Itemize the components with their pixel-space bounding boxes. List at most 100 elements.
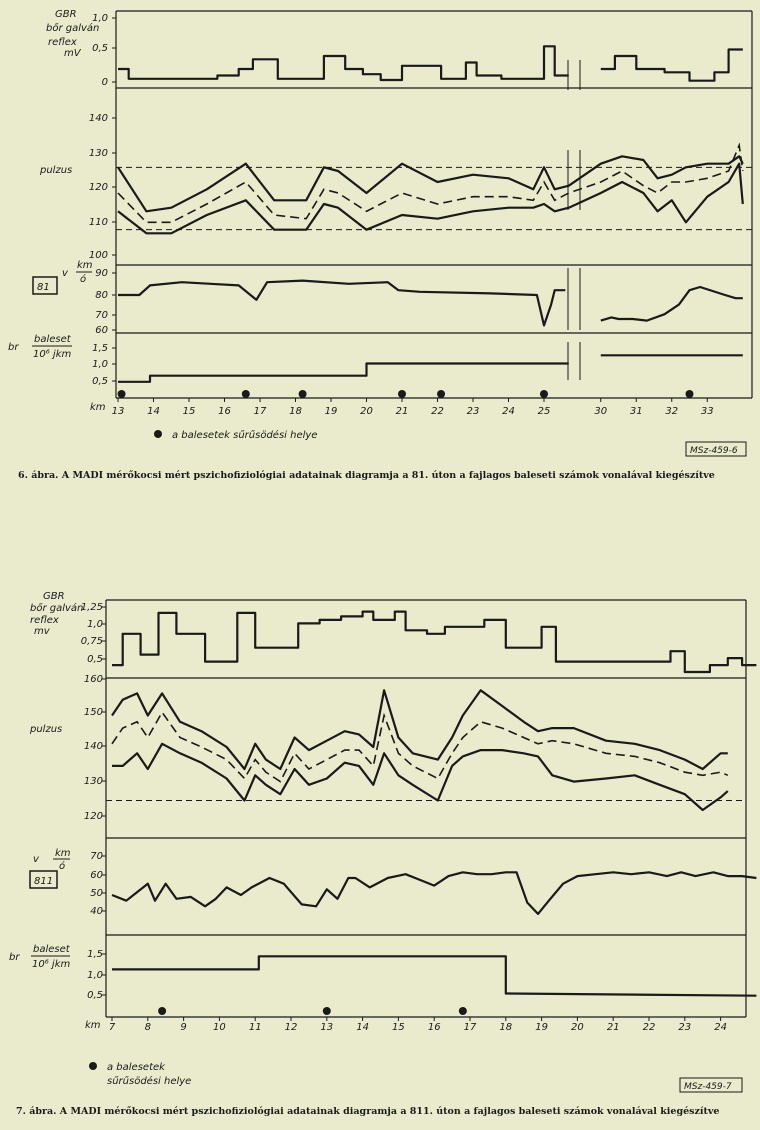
x-tick-label: 17 [464,1022,477,1033]
road-badge: 81 [37,282,50,293]
x-tick-label: 12 [285,1022,298,1033]
gbr-y-tick: 0,5 [92,43,108,54]
pulse-y-tick: 110 [89,217,108,228]
figure-6: GBR bőr galván reflex mV pulzus 81 v km … [8,9,753,481]
figure-caption: 6. ábra. A MADI mérőkocsi mért pszichofi… [18,470,715,481]
gbr-series-line [118,45,569,82]
legend-dot-icon [154,430,162,438]
gbr-subtitle-2: reflex [30,615,59,626]
figure-stamp: MSz-459-6 [690,446,738,456]
accident-dot [117,390,126,398]
pulse-y-tick: 130 [84,776,103,787]
speed-unit-num: km [55,848,71,859]
speed-label: v [62,268,69,279]
br-y-tick: 1,0 [87,970,103,981]
x-tick-label: 30 [594,406,607,417]
pulse-y-tick: 140 [89,113,108,124]
br-series-line [112,955,757,997]
x-tick-label: 14 [356,1022,369,1033]
pulse-y-tick: 150 [84,707,103,718]
legend-text-line-1: a balesetek [107,1062,166,1073]
speed-y-tick: 50 [90,888,103,899]
br-unit-num: baleset [34,334,72,345]
x-tick-label: 15 [392,1022,405,1033]
x-tick-label: 14 [147,406,160,417]
pulse-label: pulzus [29,724,62,735]
legend-text-line-2: sűrűsödési helye [107,1075,191,1087]
x-tick-label: 23 [678,1022,691,1033]
x-tick-label: 19 [535,1022,548,1033]
x-tick-label: 21 [396,406,409,417]
pulse-y-tick: 100 [89,250,108,261]
br-unit-den: 10⁶ jkm [32,959,70,970]
br-label: br [9,952,20,963]
accident-dot [298,390,307,398]
gbr-title: GBR [43,591,65,602]
x-tick-label: 20 [360,406,373,417]
gbr-y-tick: 1,0 [92,13,108,24]
accident-dot [398,390,406,398]
speed-y-tick: 40 [90,906,103,917]
br-unit-den: 10⁶ jkm [33,349,71,360]
gbr-subtitle-2: reflex [48,37,77,48]
legend-dot-icon [89,1062,97,1070]
br-series-line [118,362,569,383]
x-tick-label: 31 [630,406,643,417]
x-tick-label: 22 [431,406,444,417]
pulse-upper-line [111,689,728,771]
x-tick-label: 13 [112,406,125,417]
gbr-y-tick: 0,5 [87,654,103,665]
x-tick-label: 33 [701,406,714,417]
gbr-series-line [600,48,743,82]
speed-y-tick: 80 [95,290,108,301]
x-tick-label: 20 [571,1022,584,1033]
figure-stamp-frame [679,1077,743,1093]
pulse-label: pulzus [39,165,72,176]
accident-dot [540,390,548,398]
figure-7: GBR bőr galván reflex mv pulzus v km ó 8… [9,591,757,1117]
pulse-y-tick: 160 [84,674,103,685]
figure-stamp: MSz-459-7 [684,1082,732,1092]
gbr-series-line [112,610,757,674]
br-label: br [8,342,19,353]
km-label: km [90,402,106,413]
speed-y-tick: 70 [95,310,108,321]
gbr-subtitle-1: bőr galván [30,602,83,614]
pulse-upper-line [117,155,744,213]
speed-series-line [118,279,566,327]
gbr-unit: mV [64,48,82,59]
accident-dot [158,1007,167,1015]
speed-series-line [111,871,757,916]
x-tick-label: 24 [502,406,515,417]
speed-unit-den: ó [80,273,86,285]
x-tick-label: 21 [607,1022,620,1033]
figure-6-plot: 1,0 0,5 0 140 130 120 110 100 90 80 70 60 1,5 1,0 0,5 1… [89,10,753,417]
speed-label: v [33,854,40,865]
accident-dot [241,390,250,398]
figure-7-plot: 1,25 1,0 0,75 0,5 160 150 140 130 120 70 60 50 40 1,5… [81,599,757,1033]
figure-stamp-frame [685,441,747,457]
br-y-tick: 1,5 [87,949,103,960]
speed-y-tick: 70 [90,851,103,862]
x-tick-label: 9 [180,1022,186,1033]
speed-unit-den: ó [59,860,65,872]
x-tick-label: 10 [213,1022,226,1033]
legend-text: a balesetek sűrűsödési helye [172,429,317,441]
gbr-y-tick: 1,25 [81,602,103,613]
pulse-mean-line [111,710,729,783]
pulse-lower-line [112,742,729,812]
gbr-y-tick: 0,75 [81,636,103,647]
road-badge-frame [29,870,58,889]
speed-series-line [600,285,743,322]
x-tick-label: 17 [254,406,267,417]
accident-dot [322,1007,331,1015]
br-unit-num: baleset [33,944,71,955]
speed-unit-num: km [77,260,93,271]
pulse-y-tick: 120 [89,182,108,193]
road-badge-frame [32,276,58,295]
accident-dot [437,390,446,398]
x-tick-label: 24 [714,1022,727,1033]
x-tick-label: 22 [643,1022,656,1033]
x-tick-label: 19 [325,406,338,417]
